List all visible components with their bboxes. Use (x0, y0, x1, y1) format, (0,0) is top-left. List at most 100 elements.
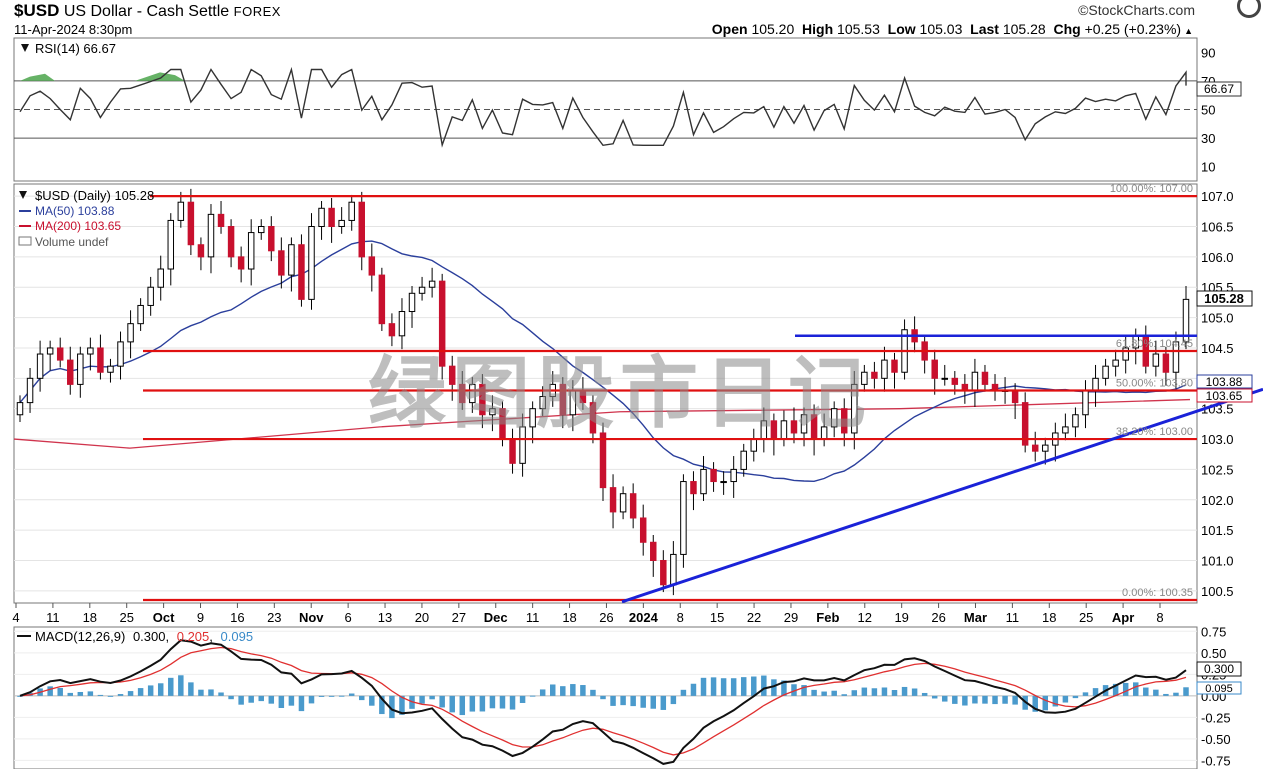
rsi-value-tag (1196, 81, 1242, 97)
macd-histogram-bar (660, 695, 667, 710)
macd-histogram-bar (982, 695, 988, 704)
macd-histogram-bar (137, 688, 144, 696)
price-tick-label: 107.0 (1201, 189, 1234, 204)
macd-tick-label: -0.75 (1201, 753, 1231, 768)
brand-link[interactable]: ©StockCharts.com (1078, 2, 1195, 18)
x-tick-label: 19 (894, 610, 908, 625)
candle (1092, 377, 1099, 391)
candle (77, 353, 84, 385)
change-value: +0.25 (+0.23%) (1084, 21, 1182, 37)
high-value: 105.53 (837, 21, 880, 37)
candle (851, 383, 858, 434)
fib-level-label: 50.00%: 103.80 (1116, 377, 1193, 389)
x-tick-label: 18 (562, 610, 576, 625)
macd-histogram-bar (781, 680, 787, 696)
macd-histogram-bar (107, 695, 114, 697)
last-value: 105.28 (1002, 21, 1046, 37)
candle (881, 359, 888, 379)
candle (348, 201, 355, 221)
macd-histogram-bar (1153, 689, 1159, 696)
symbol: $USD (14, 1, 60, 20)
x-tick-label: 22 (747, 610, 761, 625)
macd-histogram-bar (369, 695, 375, 706)
macd-histogram-bar (730, 678, 737, 696)
macd-histogram-bar (198, 689, 204, 696)
macd-histogram-bar (761, 675, 767, 696)
macd-histogram-bar (208, 689, 214, 696)
price-legend-title: $USD (Daily) 105.28 (35, 188, 154, 203)
candle (559, 383, 567, 416)
x-tick-label: 20 (415, 610, 429, 625)
candle (479, 383, 486, 416)
x-tick-label: 16 (230, 610, 244, 625)
macd-histogram-bar (710, 677, 717, 696)
candle (338, 219, 345, 228)
macd-histogram-bar (168, 677, 174, 696)
ma50-tag (1196, 374, 1253, 389)
candle (599, 432, 607, 489)
candle (278, 250, 285, 276)
candle (107, 365, 114, 373)
x-tick-label: 11 (46, 610, 60, 625)
candle (660, 559, 667, 586)
macd-histogram-bar (97, 694, 104, 696)
candle (46, 347, 54, 355)
candle (288, 244, 295, 276)
macd-histogram-bar (288, 695, 295, 706)
x-tick-label: 13 (378, 610, 392, 625)
chart-title: $USD US Dollar - Cash Settle FOREX (14, 1, 281, 21)
candle (207, 213, 215, 258)
macd-histogram-bar (298, 695, 305, 712)
candle (891, 359, 898, 373)
candle (358, 201, 365, 258)
macd-histogram-bar (429, 695, 435, 700)
macd-histogram-bar (1072, 695, 1079, 699)
macd-histogram-bar (419, 695, 425, 704)
macd-histogram-bar (1082, 692, 1089, 696)
candle (800, 414, 808, 434)
macd-histogram-bar (891, 690, 898, 696)
last-price-tag (1196, 290, 1253, 307)
settings-icon[interactable] (1237, 0, 1261, 18)
ma200-legend: MA(200) 103.65 (35, 219, 121, 233)
x-tick-label: 8 (677, 610, 684, 625)
macd-histogram-bar (449, 695, 455, 713)
open-value: 105.20 (751, 21, 795, 37)
exchange: FOREX (233, 4, 281, 19)
macd-histogram-bar (399, 695, 405, 715)
low-value: 105.03 (919, 21, 963, 37)
fib-level-label: 0.00%: 100.35 (1122, 587, 1193, 599)
x-tick-label: 11 (526, 610, 540, 625)
rsi-tick-label: 50 (1201, 103, 1215, 118)
candle (268, 226, 275, 252)
candle (418, 286, 426, 294)
price-tick-label: 104.5 (1201, 341, 1234, 356)
candle (87, 347, 94, 355)
ma200-tag (1196, 388, 1253, 403)
candle (650, 541, 657, 561)
candle (861, 371, 868, 385)
candle (941, 377, 948, 380)
macd-histogram-bar (268, 695, 275, 704)
macd-value-tag (1196, 661, 1242, 677)
candle (137, 304, 144, 325)
rsi-value-tag-text: 66.67 (1204, 82, 1234, 96)
macd-histogram-bar (901, 686, 908, 696)
candle (1122, 347, 1129, 361)
macd-histogram-bar (479, 695, 486, 712)
macd-histogram-bar (389, 695, 395, 719)
candle (790, 420, 798, 434)
fib-level-label: 61.80%: 104.45 (1116, 338, 1193, 350)
macd-hist-tag-text: 0.095 (1205, 683, 1233, 695)
macd-histogram-bar (650, 695, 656, 709)
candle (177, 201, 185, 221)
macd-histogram-bar (942, 695, 948, 702)
candle (639, 517, 647, 543)
candle (328, 207, 335, 228)
macd-histogram-bar (640, 695, 646, 708)
x-tick-label: 23 (267, 610, 281, 625)
ohlc-readout: Open 105.20 High 105.53 Low 105.03 Last … (711, 21, 1193, 37)
fib-level-label: 100.00%: 107.00 (1110, 183, 1193, 195)
rsi-tick-label: 30 (1201, 131, 1215, 146)
